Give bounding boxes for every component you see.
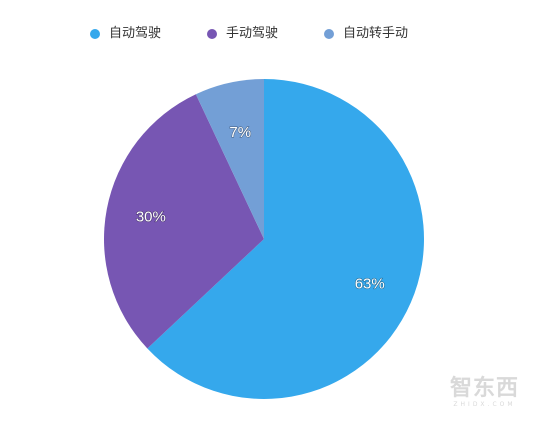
slice-label-auto-to-manual: 7% xyxy=(229,124,251,141)
legend-item-auto: 自动驾驶 xyxy=(90,25,161,43)
watermark-logo: 智东西 ZHIDX.COM xyxy=(450,377,519,409)
legend-label-auto: 自动驾驶 xyxy=(109,26,162,41)
legend-swatch-auto xyxy=(90,29,100,39)
watermark-text: 智东西 xyxy=(449,376,519,401)
legend-item-auto-to-manual: 自动转手动 xyxy=(324,25,408,43)
chart-legend: 自动驾驶 手动驾驶 自动转手动 xyxy=(90,25,454,43)
slice-manual xyxy=(104,94,264,349)
legend-label-auto-to-manual: 自动转手动 xyxy=(343,26,409,41)
slice-auto-to-manual xyxy=(195,79,264,239)
legend-swatch-auto-to-manual xyxy=(324,29,335,39)
slice-label-manual: 30% xyxy=(136,208,166,225)
slice-auto xyxy=(147,79,424,399)
slice-label-auto: 63% xyxy=(355,276,385,293)
legend-item-manual: 手动驾驶 xyxy=(207,25,278,43)
legend-swatch-manual xyxy=(207,29,218,39)
watermark-subtext: ZHIDX.COM xyxy=(453,401,516,408)
legend-label-manual: 手动驾驶 xyxy=(226,26,279,41)
